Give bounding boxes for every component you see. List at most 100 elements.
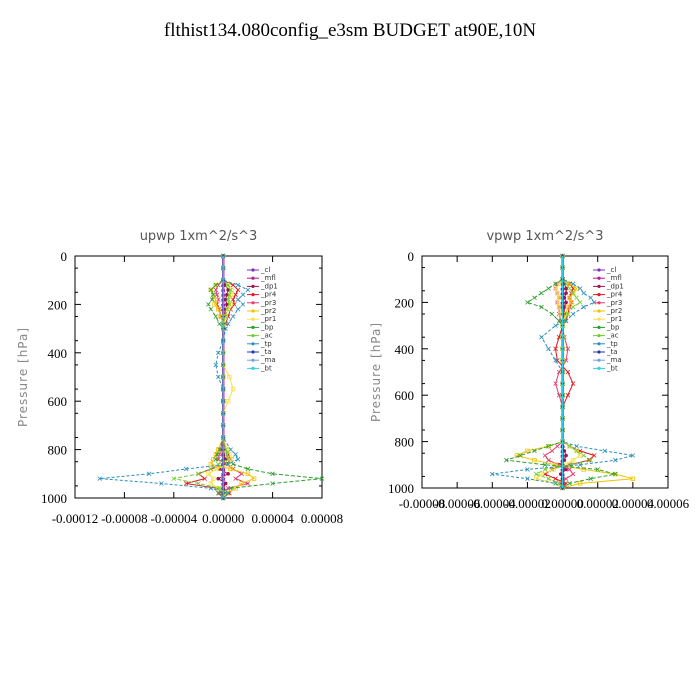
legend-marker-bp	[597, 325, 601, 329]
chart-panel-2: vpwp 1xm^2/s^3 Pressure [hPa] 0 200 400 600 80…	[369, 229, 690, 511]
point-dp1	[223, 297, 228, 302]
point-pr2	[239, 481, 244, 486]
x-tick-label: -0.00008	[101, 511, 148, 526]
legend-label-ta: _ta	[606, 348, 618, 356]
legend-label-mfl: _mfl	[260, 274, 276, 282]
series-line-tp	[99, 256, 249, 499]
point-pr1	[555, 290, 560, 296]
point-dp1	[226, 472, 230, 476]
point-pr4	[235, 287, 241, 293]
point-pr1	[574, 448, 579, 454]
point-bp	[228, 486, 233, 491]
point-pr2	[581, 467, 586, 472]
y-tick-label: 400	[395, 342, 415, 357]
legend-label-pr3: _pr3	[606, 299, 622, 307]
point-bp	[546, 286, 551, 291]
point-tp	[159, 481, 164, 486]
point-bp	[542, 462, 548, 468]
point-dp1	[225, 292, 229, 297]
legend-label-ma: _ma	[606, 356, 622, 364]
point-pr2	[216, 307, 221, 312]
chart-panel-1: upwp 1xm^2/s^3 Pressure [hPa] 0 200 400 600 80…	[16, 229, 343, 526]
figure-title: flthist134.080config_e3sm BUDGET at90E,1…	[163, 20, 537, 41]
series-line-pr3	[215, 256, 250, 499]
x-tick-label: 0.00002	[577, 496, 619, 511]
legend-marker-pr4	[251, 293, 255, 297]
point-ac	[223, 314, 228, 319]
point-pr4	[230, 297, 236, 302]
point-pr1	[214, 466, 220, 472]
legend-marker-pr3	[251, 301, 255, 305]
legend-label-pr2: _pr2	[606, 307, 622, 315]
legend-label-bt: _bt	[260, 364, 272, 372]
point-bp	[213, 282, 219, 288]
point-tp	[490, 471, 495, 477]
point-bp	[270, 471, 275, 477]
point-pr2	[208, 287, 214, 293]
point-ac	[217, 486, 222, 491]
point-ac	[588, 457, 593, 463]
legend-marker-tp	[251, 342, 255, 346]
point-tp	[240, 292, 246, 298]
point-pr4	[591, 453, 597, 458]
point-bp	[206, 302, 211, 307]
point-bp	[525, 300, 530, 305]
point-tp	[574, 443, 579, 449]
point-tp	[525, 476, 530, 482]
point-ac	[196, 471, 201, 477]
point-pr1	[230, 386, 236, 392]
point-tp	[225, 321, 231, 327]
point-tp	[553, 481, 558, 486]
point-tp	[233, 452, 238, 457]
y-tick-label: 600	[48, 394, 68, 409]
legend-label-dp1: _dp1	[606, 282, 624, 290]
point-dp1	[564, 453, 568, 458]
point-pr3	[214, 292, 220, 298]
point-pr2	[211, 457, 216, 462]
point-pr2	[208, 461, 214, 467]
legend-marker-ac	[597, 334, 601, 338]
point-tp	[525, 467, 530, 472]
point-tp	[215, 374, 221, 380]
point-pr1	[225, 398, 231, 404]
point-pr1	[206, 471, 211, 476]
point-tp	[225, 490, 231, 496]
point-pr3	[245, 481, 251, 486]
point-ac	[570, 304, 576, 310]
point-bp	[532, 448, 537, 454]
point-tp	[588, 295, 593, 301]
point-pr3	[549, 448, 555, 454]
legend-marker-pr2	[251, 309, 255, 313]
series-line-pr1	[535, 256, 581, 489]
point-bp	[553, 281, 558, 287]
point-ac	[224, 306, 230, 312]
point-bp	[213, 314, 219, 319]
point-pr4	[183, 481, 189, 486]
point-bp	[214, 452, 220, 457]
point-dp1	[564, 286, 568, 291]
legend-marker-pr3	[597, 301, 601, 305]
point-pr1	[227, 374, 232, 380]
y-axis-label: Pressure [hPa]	[16, 327, 30, 427]
point-ac	[570, 290, 576, 296]
x-tick-label: -0.00012	[52, 511, 99, 526]
y-tick-label: 200	[48, 297, 68, 312]
point-tp	[208, 486, 214, 491]
y-tick-label: 800	[395, 435, 415, 450]
legend-label-pr4: _pr4	[606, 291, 623, 299]
panel-title: vpwp 1xm^2/s^3	[486, 229, 603, 244]
legend-marker-mfl	[251, 276, 255, 280]
point-tp	[570, 311, 576, 317]
x-tick-label: -0.00006	[434, 496, 481, 511]
legend-label-mfl: _mfl	[606, 274, 622, 282]
point-pr1	[570, 457, 576, 463]
point-tp	[146, 471, 152, 477]
point-tp	[235, 297, 241, 302]
point-bp	[208, 306, 214, 312]
point-ac	[225, 456, 231, 462]
point-ac	[574, 295, 579, 301]
point-pr1	[567, 444, 572, 449]
point-tp	[235, 306, 241, 312]
point-dp1	[223, 457, 228, 462]
